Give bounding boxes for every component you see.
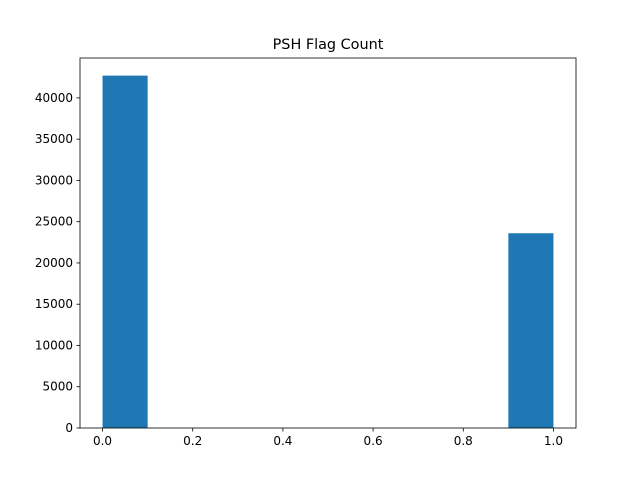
- y-tick-label: 40000: [35, 91, 73, 105]
- x-tick-label: 0.0: [93, 434, 112, 448]
- y-tick-label: 30000: [35, 173, 73, 187]
- histogram-bar-0: [102, 75, 148, 428]
- y-tick-label: 15000: [35, 297, 73, 311]
- x-tick-label: 0.8: [454, 434, 473, 448]
- y-axis-ticks: 0 5000 10000 15000 20000 25000 30000 35000 40000: [35, 91, 80, 435]
- chart-title: PSH Flag Count: [273, 37, 384, 53]
- y-tick-label: 10000: [35, 338, 73, 352]
- x-tick-label: 0.2: [183, 434, 202, 448]
- x-axis-ticks: 0.0 0.2 0.4 0.6 0.8 1.0: [93, 428, 563, 448]
- y-tick-label: 35000: [35, 132, 73, 146]
- x-tick-label: 0.4: [273, 434, 292, 448]
- y-tick-label: 5000: [42, 380, 73, 394]
- bars-layer: [102, 75, 554, 428]
- y-tick-label: 20000: [35, 256, 73, 270]
- histogram-bar-9: [508, 233, 554, 428]
- x-tick-label: 1.0: [544, 434, 563, 448]
- y-tick-label: 25000: [35, 215, 73, 229]
- axes-frame: [79, 57, 577, 429]
- x-tick-label: 0.6: [364, 434, 383, 448]
- y-tick-label: 0: [65, 421, 73, 435]
